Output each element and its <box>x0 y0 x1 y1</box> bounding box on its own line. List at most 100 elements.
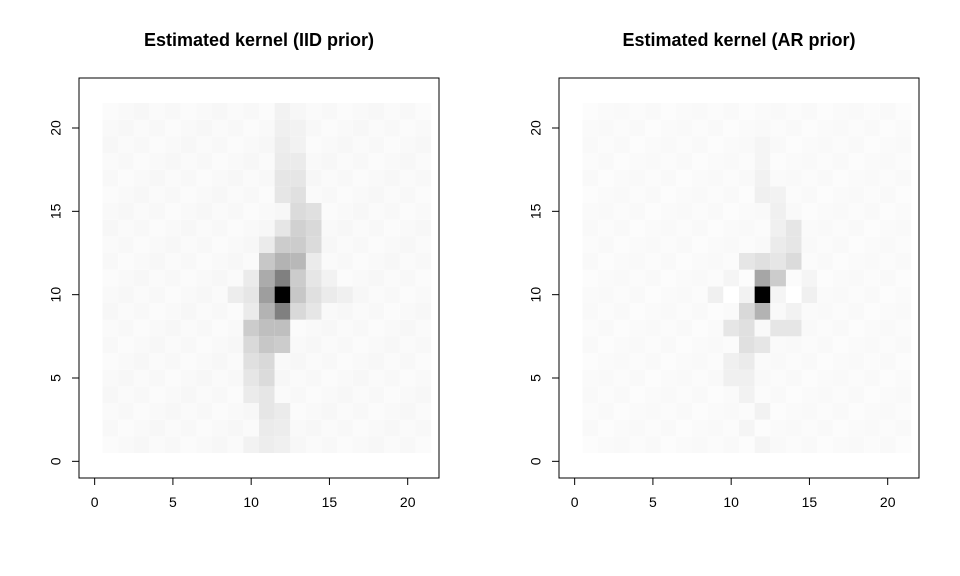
heatmap-cell <box>629 103 646 120</box>
heatmap-cell <box>165 336 181 353</box>
heatmap-cell <box>895 219 912 237</box>
heatmap-cell <box>739 319 755 337</box>
heatmap-cell <box>337 403 353 420</box>
heatmap-cell <box>384 403 400 420</box>
heatmap-cell <box>676 169 693 187</box>
heatmap-cell <box>368 153 385 170</box>
heatmap-cell <box>895 103 912 120</box>
heatmap-cell <box>368 119 385 137</box>
heatmap-cell <box>243 419 259 437</box>
heatmap-cell <box>660 353 677 370</box>
heatmap-cell <box>817 103 833 120</box>
heatmap-cell <box>102 203 119 220</box>
heatmap-cell <box>384 436 400 453</box>
heatmap-cell <box>754 386 771 403</box>
x-tick-label: 5 <box>169 494 177 510</box>
heatmap-cell <box>352 336 369 353</box>
heatmap-cell <box>660 369 677 387</box>
heatmap-cell <box>149 253 166 270</box>
heatmap-cell <box>102 136 119 153</box>
heatmap-cell <box>212 169 228 187</box>
heatmap-cell <box>274 236 291 253</box>
heatmap-cell <box>613 353 630 370</box>
heatmap-cell <box>196 403 213 420</box>
heatmap-cell <box>660 336 677 353</box>
heatmap-cell <box>227 119 244 137</box>
heatmap-cell <box>368 419 385 437</box>
heatmap-cell <box>801 103 818 120</box>
heatmap-cell <box>337 103 353 120</box>
heatmap-cell <box>723 353 739 370</box>
heatmap-cell <box>629 219 646 237</box>
heatmap-cell <box>613 186 630 203</box>
heatmap-cell <box>848 136 865 153</box>
heatmap-cell <box>879 286 896 303</box>
heatmap-cell <box>864 369 880 387</box>
heatmap-cell <box>770 436 786 453</box>
heatmap-cell <box>723 103 739 120</box>
heatmap-cell <box>676 219 693 237</box>
heatmap-cell <box>149 386 166 403</box>
heatmap-cell <box>598 369 614 387</box>
heatmap-cell <box>102 153 119 170</box>
heatmap-cell <box>259 353 275 370</box>
heatmap-cell <box>848 119 865 137</box>
heatmap-cell <box>754 369 771 387</box>
heatmap-cell <box>832 153 849 170</box>
heatmap-cell <box>879 186 896 203</box>
heatmap-cell <box>352 303 369 320</box>
heatmap-cell <box>754 269 771 287</box>
heatmap-cell <box>165 136 181 153</box>
y-tick-label: 10 <box>48 287 64 303</box>
heatmap-cell <box>149 136 166 153</box>
heatmap-cell <box>582 353 599 370</box>
heatmap-cell <box>399 269 416 287</box>
heatmap-cell <box>196 369 213 387</box>
heatmap-cell <box>243 136 259 153</box>
heatmap-cell <box>133 119 150 137</box>
heatmap-cell <box>707 303 724 320</box>
heatmap-cell <box>290 203 306 220</box>
heatmap-cell <box>864 336 880 353</box>
heatmap-cell <box>613 119 630 137</box>
heatmap-cell <box>149 219 166 237</box>
heatmap-cell <box>118 136 134 153</box>
heatmap-cell <box>102 419 119 437</box>
heatmap-cell <box>676 119 693 137</box>
heatmap-cell <box>274 253 291 270</box>
heatmap-cell <box>660 303 677 320</box>
heatmap-cell <box>165 286 181 303</box>
heatmap-cell <box>243 169 259 187</box>
heatmap-cell <box>352 353 369 370</box>
heatmap-cell <box>832 436 849 453</box>
heatmap-cell <box>212 286 228 303</box>
heatmap-cell <box>212 119 228 137</box>
heatmap-cell <box>243 336 259 353</box>
heatmap-cell <box>384 203 400 220</box>
heatmap-cell <box>785 153 802 170</box>
heatmap-cell <box>180 253 197 270</box>
y-tick-label: 10 <box>528 287 544 303</box>
heatmap-cell <box>212 203 228 220</box>
heatmap-cell <box>305 169 322 187</box>
heatmap-cell <box>384 153 400 170</box>
heatmap-cell <box>817 319 833 337</box>
heatmap-cell <box>243 369 259 387</box>
heatmap-cell <box>895 269 912 287</box>
heatmap-cell <box>290 286 306 303</box>
heatmap-cell <box>227 286 244 303</box>
heatmap-cell <box>399 319 416 337</box>
heatmap-cell <box>243 236 259 253</box>
heatmap-cell <box>227 203 244 220</box>
heatmap-cell <box>368 369 385 387</box>
y-tick-label: 5 <box>528 374 544 382</box>
heatmap-cell <box>305 286 322 303</box>
heatmap-cell <box>582 236 599 253</box>
heatmap-cell <box>305 103 322 120</box>
heatmap-cell <box>864 186 880 203</box>
heatmap-cell <box>290 386 306 403</box>
heatmap-cell <box>337 336 353 353</box>
heatmap-cell <box>212 353 228 370</box>
heatmap-cell <box>832 169 849 187</box>
heatmap-cell <box>259 286 275 303</box>
